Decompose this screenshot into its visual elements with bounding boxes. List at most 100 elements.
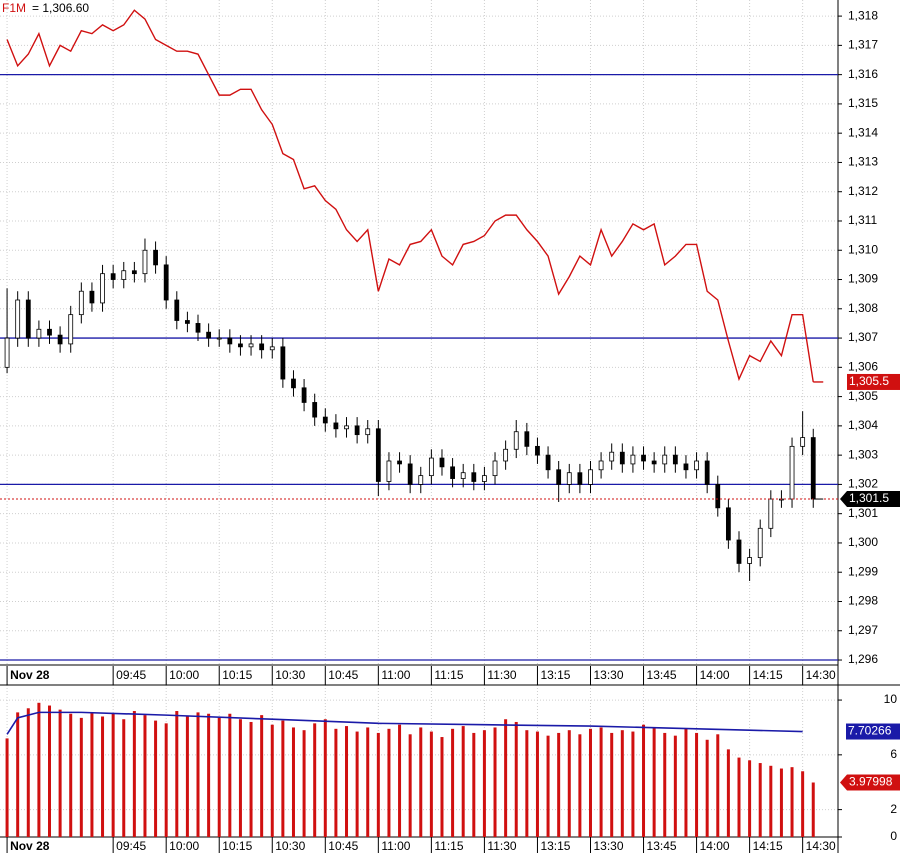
y-tick-label: 1,307 [848, 330, 878, 344]
volume-bar [758, 763, 762, 837]
volume-bar [228, 713, 232, 837]
price-label-box [847, 373, 900, 390]
volume-average [6, 711, 803, 735]
candle-body [354, 425, 360, 436]
candle-body [757, 527, 763, 558]
candle-body [471, 472, 477, 482]
volume-bar [16, 712, 20, 837]
x-tick-label: 10:15 [222, 839, 252, 853]
y-tick-label: 1,306 [848, 360, 878, 374]
candle-body [704, 460, 710, 485]
candle-body [619, 451, 625, 465]
candle-body [89, 290, 95, 304]
price-line [6, 9, 814, 383]
y-tick-label: 1,303 [848, 447, 878, 461]
price-label-box [840, 491, 900, 508]
candle-body [174, 299, 180, 321]
candle-body [482, 475, 487, 482]
x-tick-label: 11:00 [381, 839, 410, 853]
candle-body [439, 457, 445, 468]
x-tick-label: 13:15 [540, 839, 570, 853]
candle-body [513, 431, 519, 450]
y-tick-label: 1,316 [848, 67, 878, 81]
volume-bar [514, 721, 518, 837]
x-tick-label: 10:30 [275, 668, 305, 682]
candle-body [503, 448, 509, 462]
y-tick-label: 1,301 [848, 506, 878, 520]
y-tick-label: 1,315 [848, 96, 878, 110]
y-tick-label: 2 [890, 802, 897, 816]
candle-body [163, 264, 169, 301]
volume-bar [631, 731, 635, 837]
candle-body [598, 460, 604, 471]
candle-body [78, 290, 84, 316]
volume-bar [366, 727, 370, 837]
y-tick-label: 1,310 [848, 242, 878, 256]
y-tick-label: 6 [890, 747, 897, 761]
candle-body [800, 437, 806, 447]
volume-bar [726, 749, 730, 837]
y-tick-label: 1,296 [848, 652, 878, 666]
volume-bar [801, 771, 805, 837]
y-tick-label: 1,309 [848, 272, 878, 286]
y-tick-label: 1,300 [848, 535, 878, 549]
volume-bar [461, 726, 465, 837]
volume-bar [164, 723, 168, 837]
y-tick-label: 10 [884, 692, 898, 706]
volume-bar [716, 734, 720, 837]
volume-bar [207, 713, 211, 837]
candle-body [545, 454, 551, 471]
candle-body [227, 337, 233, 345]
volume-bar [48, 705, 52, 837]
x-tick-label: Nov 28 [10, 839, 50, 853]
candle-body [535, 445, 540, 456]
volume-bar [238, 719, 242, 837]
volume-bar [291, 727, 295, 837]
volume-bar [26, 708, 30, 837]
volume-bar [429, 731, 433, 837]
y-tick-label: 1,297 [848, 623, 878, 637]
candle-body [566, 472, 572, 485]
x-tick-label: 14:00 [700, 839, 730, 853]
candle-body [100, 273, 105, 304]
candle-body [259, 343, 265, 351]
price-label: 1,301.5 [849, 491, 889, 505]
y-tick-label: 1,308 [848, 301, 878, 315]
value-label-box [846, 723, 900, 740]
volume-bar [270, 724, 274, 837]
y-tick-label: 0 [890, 829, 897, 843]
candle-body [57, 334, 63, 345]
y-tick-label: 1,314 [848, 125, 878, 139]
volume-bar [143, 715, 147, 837]
candle-body [768, 498, 774, 529]
volume-bar [525, 730, 529, 837]
volume-bar [652, 727, 656, 837]
candle-body [195, 323, 201, 333]
volume-bar [323, 719, 327, 837]
candle-body [312, 402, 318, 418]
value-label: 3.97998 [849, 775, 893, 789]
volume-bar [196, 712, 200, 837]
x-tick-label: 13:30 [593, 668, 623, 682]
candle-body [365, 428, 371, 436]
volume-bar [482, 730, 486, 837]
candle-body [238, 343, 243, 348]
volume-bar [504, 719, 508, 837]
volume-bar [408, 734, 412, 837]
x-tick-label: 14:30 [806, 839, 836, 853]
volume-bar [185, 716, 189, 837]
candle-body [131, 270, 137, 275]
candle-body [736, 539, 742, 564]
value-label-box [840, 774, 900, 791]
volume-bar [334, 728, 338, 837]
x-tick-label: 10:00 [169, 839, 199, 853]
y-tick-label: 1,302 [848, 477, 878, 491]
volume-bar [217, 717, 221, 837]
candle-body [4, 337, 10, 368]
volume-bar [493, 727, 497, 837]
x-tick-label: 10:45 [328, 668, 358, 682]
volume-bar [111, 713, 115, 837]
volume-bar [748, 760, 752, 837]
volume-bar [673, 735, 677, 837]
candle-body [694, 460, 699, 471]
